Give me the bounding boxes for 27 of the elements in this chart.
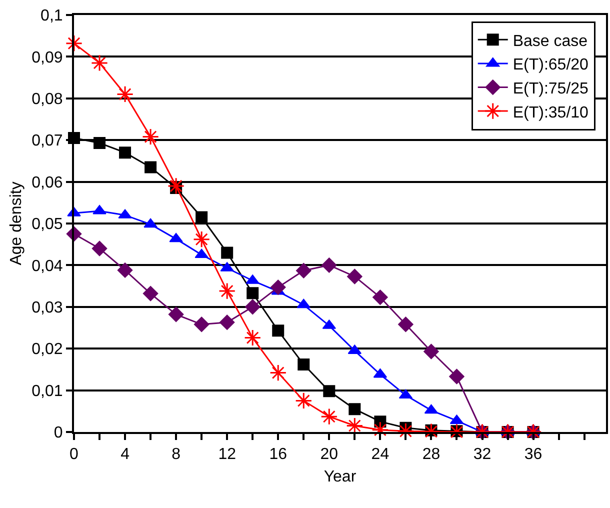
x-tick-label: 28 [422,446,440,464]
legend-label: E(T):35/10 [512,104,589,122]
y-tick-label: 0,1 [40,8,63,25]
y-axis-title: Age density [8,182,26,266]
y-tick-label: 0,06 [32,174,63,192]
x-tick-label: 8 [172,446,181,464]
y-tick-label: 0 [54,424,63,442]
x-tick-label: 0 [70,446,79,464]
y-tick-label: 0,02 [32,341,63,358]
x-tick-label: 24 [371,446,390,464]
legend-label: E(T):65/20 [512,56,589,74]
x-tick-label: 4 [120,446,130,464]
y-tick-label: 0,05 [32,216,63,234]
y-tick-label: 0,08 [32,91,63,108]
legend-label: Base case [512,32,588,50]
y-tick-label: 0,07 [32,132,63,150]
legend-label: E(T):75/25 [512,80,589,98]
y-tick-label: 0,03 [32,300,63,316]
x-tick-label: 32 [473,446,492,464]
x-tick-label: 12 [218,446,236,464]
x-tick-label: 16 [269,446,288,464]
x-axis-title: Year [324,468,357,486]
y-tick-label: 0,01 [32,382,63,400]
y-tick-label: 0,09 [32,49,63,66]
x-tick-label: 20 [320,446,338,464]
x-tick-label: 36 [524,446,542,464]
y-tick-label: 0,04 [32,258,63,275]
